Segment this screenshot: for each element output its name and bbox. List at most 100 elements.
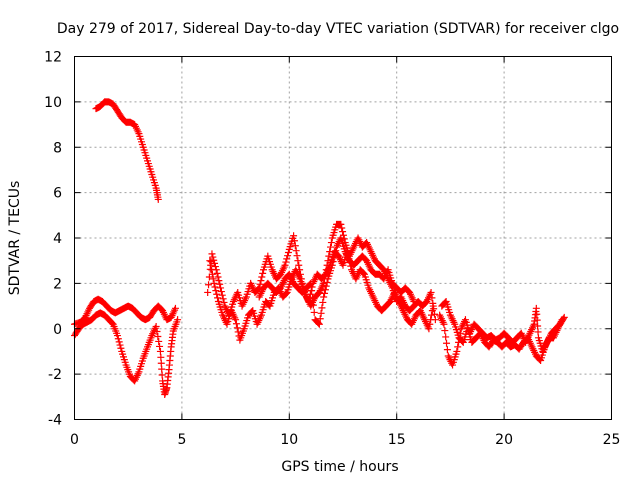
data-point-interp [220,298,228,306]
data-point-interp [157,359,165,367]
data-point [453,347,461,355]
data-point-interp [158,371,166,379]
data-point [307,279,315,287]
data-point-interp [442,333,450,341]
series-early-upper [71,295,179,328]
data-point-interp [443,346,451,354]
data-point-interp [338,224,346,232]
x-tick-label: 15 [388,432,406,448]
data-point-interp [205,281,213,289]
data-point-interp [211,263,219,271]
data-point [305,298,313,306]
data-point [429,302,437,310]
data-point-interp [339,228,347,236]
data-point-interp [212,287,220,295]
data-point-interp [308,287,316,295]
data-point-interp [232,320,240,328]
data-point [290,232,298,240]
data-point-interp [117,344,125,352]
data-point-interp [290,237,298,245]
data-point [174,316,182,324]
data-point [410,298,418,306]
data-point-interp [534,328,542,336]
data-point [337,220,345,228]
data-layer [71,98,568,399]
y-tick-label: 12 [44,50,62,66]
data-point [208,250,216,258]
data-point-interp [115,338,123,346]
y-tick-label: -4 [48,413,62,429]
data-point-interp [330,254,338,262]
data-point-interp [306,280,314,288]
data-point-interp [208,270,216,278]
chart-title: Day 279 of 2017, Sidereal Day-to-day VTE… [57,21,619,37]
data-point [427,288,435,296]
data-point-interp [157,353,165,361]
data-point-interp [234,328,242,336]
data-point-interp [322,282,330,290]
y-axis-label: SDTVAR / TECUs [7,181,23,296]
data-point-interp [284,249,292,257]
data-point-interp [306,290,314,298]
series-early-high [92,98,162,203]
data-point [281,261,289,269]
x-tick-label: 25 [603,432,621,448]
data-point [156,347,164,355]
data-point-interp [211,283,219,291]
data-point [206,257,214,265]
x-tick-label: 5 [177,432,186,448]
data-point-interp [327,243,335,251]
data-point-interp [282,289,290,297]
data-point-interp [158,365,166,373]
data-point-interp [211,259,219,267]
data-point-interp [217,288,225,296]
data-point-interp [156,342,164,350]
data-point [154,195,162,203]
data-point-interp [315,319,323,327]
data-point-interp [441,327,449,335]
data-point [210,279,218,287]
data-point-interp [214,273,222,281]
data-point-interp [208,266,216,274]
data-point-interp [319,298,327,306]
data-point-interp [209,253,217,261]
data-point-interp [153,327,161,335]
series-evening-b [255,234,418,328]
x-tick-label: 0 [70,432,79,448]
data-point [315,320,323,328]
data-point-interp [427,316,435,324]
data-point-interp [428,294,436,302]
data-point-interp [443,339,451,347]
x-tick-label: 10 [280,432,298,448]
data-point-interp [318,304,326,312]
data-point-interp [219,295,227,303]
x-axis-label: GPS time / hours [281,459,398,475]
data-point [152,322,160,330]
data-point-interp [533,310,541,318]
data-point-interp [317,309,325,317]
y-tick-label: 2 [53,276,62,292]
data-point-interp [323,278,331,286]
data-point-interp [360,269,368,277]
data-point-interp [293,252,301,260]
series-late-b [438,298,566,365]
data-point-interp [431,310,439,318]
data-point-interp [309,301,317,309]
data-point-interp [426,320,434,328]
data-point [440,320,448,328]
data-point-interp [321,286,329,294]
y-tick-label: 6 [53,186,62,202]
y-tick-label: -2 [48,367,62,383]
data-point-interp [329,258,337,266]
data-point-interp [534,322,542,330]
data-point-interp [310,308,318,316]
data-point [113,332,121,340]
data-point-interp [321,289,329,297]
data-point-interp [292,247,300,255]
data-point-interp [325,252,333,260]
data-point-interp [213,269,221,277]
y-tick-label: 10 [44,95,62,111]
data-point-interp [116,341,124,349]
data-point-interp [108,319,116,327]
data-point-interp [155,337,163,345]
